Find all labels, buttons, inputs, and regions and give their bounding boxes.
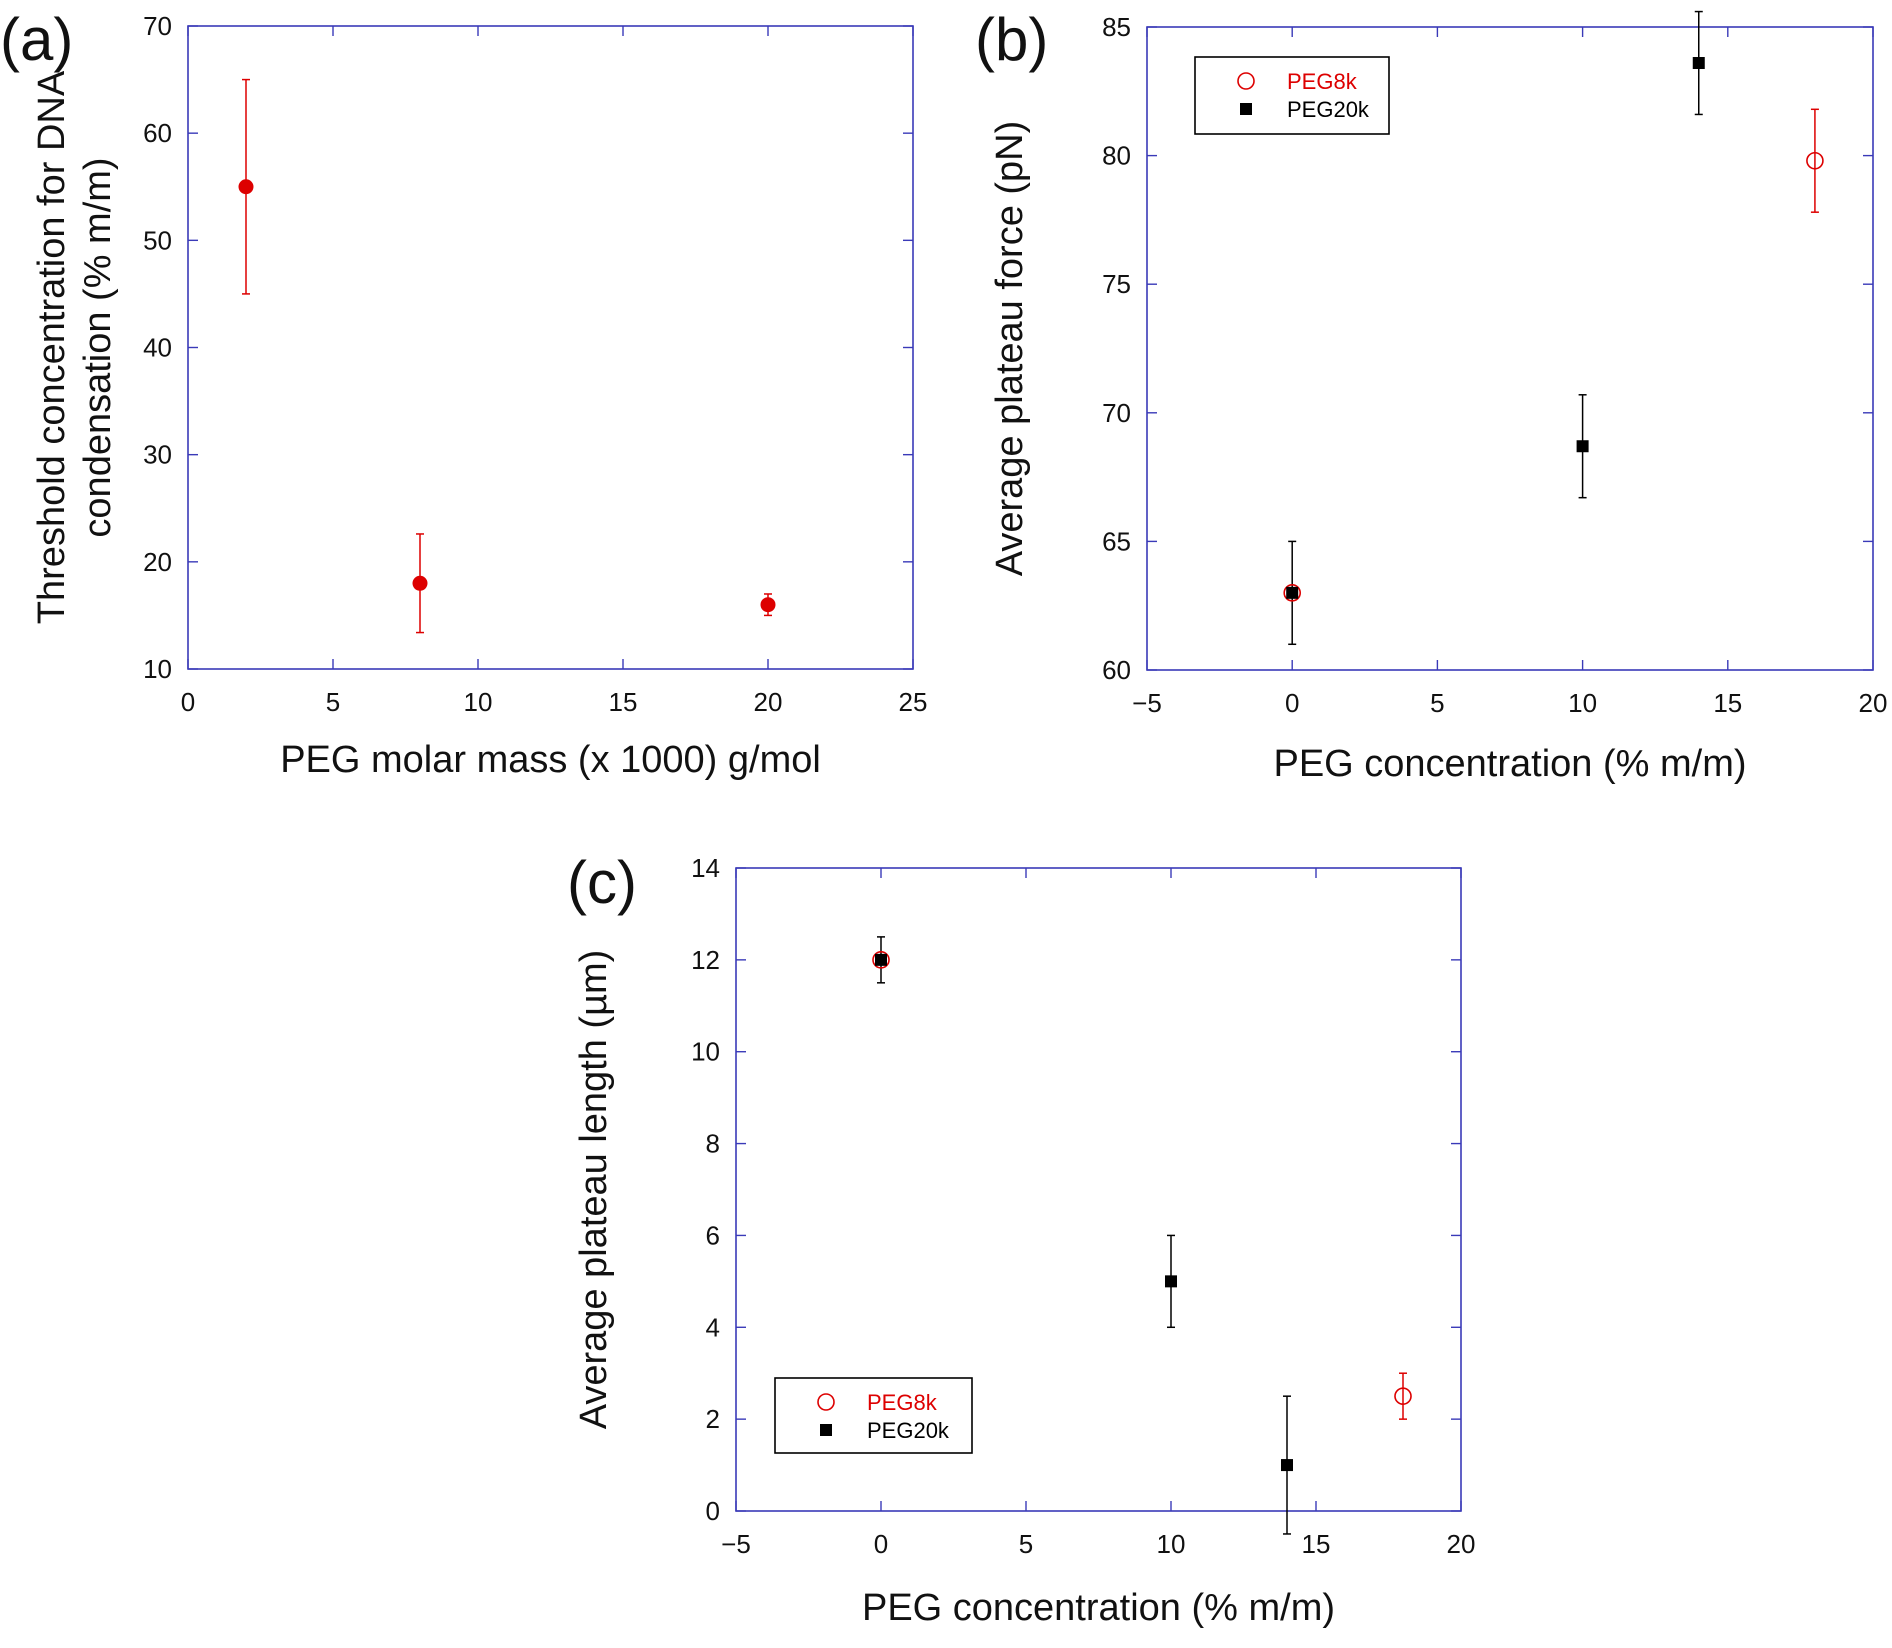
x-axis-label: PEG concentration (% m/m) (1273, 743, 1746, 785)
data-point (1394, 1387, 1412, 1405)
y-tick-label: 4 (706, 1312, 720, 1342)
x-tick-label: 5 (1019, 1529, 1033, 1559)
x-tick-label: 10 (464, 687, 493, 717)
chart-panel-b: −5 0 5 10 15 20 60 65 70 75 80 85 PEG concentration … (975, 6, 1887, 785)
data-point (1286, 586, 1299, 599)
y-axis-label: Average plateau length (µm) (573, 950, 615, 1430)
y-tick-label: 85 (1102, 12, 1131, 42)
legend: PEG8k PEG20k (1194, 56, 1390, 135)
y-tick-label: 75 (1102, 269, 1131, 299)
x-tick-label: 20 (754, 687, 783, 717)
x-axis-label: PEG molar mass (x 1000) g/mol (280, 739, 821, 781)
x-tick-label: 15 (1302, 1529, 1331, 1559)
y-tick-label: 30 (143, 440, 172, 470)
x-tick-label: −5 (1132, 688, 1162, 718)
x-tick-label: 0 (1285, 688, 1299, 718)
x-tick-label: 5 (1430, 688, 1444, 718)
y-tick-label: 65 (1102, 526, 1131, 556)
panel-label: (a) (0, 6, 73, 73)
markers-peg20k (875, 953, 1293, 1472)
y-axis-label: Threshold concentration for DNA (31, 70, 73, 624)
x-tick-label: 15 (1713, 688, 1742, 718)
legend: PEG8k PEG20k (774, 1377, 973, 1454)
y-tick-label: 14 (691, 853, 720, 883)
y-tick-label: 10 (691, 1037, 720, 1067)
markers-peg8k (872, 951, 1412, 1405)
data-point (1806, 151, 1824, 170)
data-point (412, 575, 428, 591)
data-point (238, 179, 254, 195)
x-axis-label: PEG concentration (% m/m) (862, 1587, 1335, 1629)
x-tick-label: 0 (874, 1529, 888, 1559)
plot-frame (1146, 26, 1874, 671)
markers-peg20k (1286, 57, 1705, 599)
data-point (875, 953, 887, 966)
data-point (1692, 57, 1705, 70)
y-axis-label: Average plateau force (pN) (989, 121, 1031, 577)
y-tick-label: 60 (1102, 655, 1131, 685)
data-point (1576, 440, 1589, 453)
y-tick-label: 60 (143, 118, 172, 148)
series-peg8k (1399, 1372, 1407, 1420)
chart-panel-a: 0 5 10 15 20 25 10 20 30 40 50 60 70 PEG molar mass (… (0, 6, 927, 781)
y-tick-label: 8 (706, 1129, 720, 1159)
y-tick-label: 50 (143, 225, 172, 255)
x-tick-label: 10 (1157, 1529, 1186, 1559)
series-data (242, 78, 772, 634)
y-tick-label: 70 (143, 11, 172, 41)
legend-marker-square-icon (1240, 103, 1252, 115)
data-point (1283, 584, 1301, 602)
data-point (1281, 1459, 1293, 1472)
y-tick-label: 0 (706, 1496, 720, 1526)
x-tick-label: 10 (1568, 688, 1597, 718)
data-point (760, 597, 776, 613)
legend-box (1194, 56, 1390, 135)
y-tick-label: 80 (1102, 141, 1131, 171)
plot-frame (735, 867, 1462, 1512)
x-tick-label: 15 (609, 687, 638, 717)
x-tick-label: 20 (1447, 1529, 1476, 1559)
y-axis-label: condensation (% m/m) (77, 157, 119, 537)
panel-label: (b) (975, 6, 1048, 73)
data-point (1165, 1275, 1177, 1288)
y-tick-label: 6 (706, 1220, 720, 1250)
y-tick-label: 70 (1102, 398, 1131, 428)
x-tick-label: −5 (721, 1529, 751, 1559)
markers-peg8k (1283, 151, 1824, 602)
legend-marker-open-circle-icon (1237, 72, 1255, 90)
data-point (872, 951, 890, 969)
panel-label: (c) (567, 849, 637, 916)
markers-data (238, 179, 776, 613)
legend-label: PEG20k (867, 1418, 950, 1443)
legend-marker-square-icon (820, 1424, 832, 1436)
legend-box (774, 1377, 973, 1454)
series-peg8k (1810, 108, 1819, 213)
legend-label: PEG8k (1287, 69, 1358, 94)
y-tick-label: 10 (143, 654, 172, 684)
y-tick-label: 20 (143, 547, 172, 577)
x-tick-label: 20 (1859, 688, 1888, 718)
legend-label: PEG20k (1287, 97, 1370, 122)
y-tick-label: 40 (143, 333, 172, 363)
legend-marker-open-circle-icon (817, 1393, 835, 1411)
plot-frame (187, 25, 914, 670)
y-tick-label: 2 (706, 1404, 720, 1434)
legend-label: PEG8k (867, 1390, 938, 1415)
x-tick-label: 0 (181, 687, 195, 717)
x-tick-label: 5 (326, 687, 340, 717)
y-tick-label: 12 (691, 945, 720, 975)
x-tick-label: 25 (899, 687, 928, 717)
